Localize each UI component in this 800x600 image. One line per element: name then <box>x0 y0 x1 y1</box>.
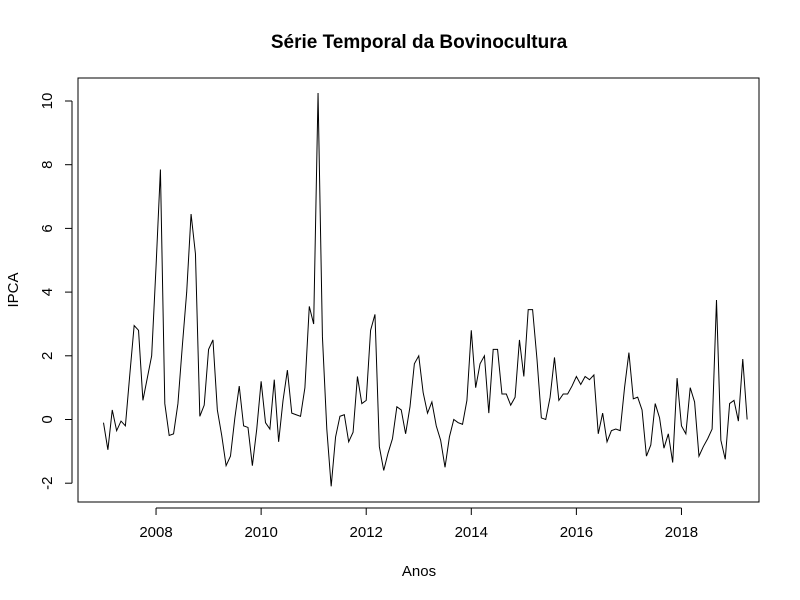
chart-title: Série Temporal da Bovinocultura <box>271 32 568 53</box>
y-tick-label: 4 <box>39 288 56 296</box>
x-axis: 2008 2010 2012 2014 2016 2018 <box>139 507 698 541</box>
x-axis-label: Anos <box>402 563 436 580</box>
x-tick-label: 2018 <box>665 524 698 541</box>
x-tick-label: 2012 <box>350 524 383 541</box>
plot-frame <box>77 77 760 503</box>
y-axis-label: IPCA <box>5 272 22 307</box>
x-tick-label: 2008 <box>139 524 172 541</box>
y-tick-label: 6 <box>39 224 56 232</box>
y-tick-label: 10 <box>39 93 56 110</box>
y-axis: -2 0 2 4 6 8 10 <box>39 93 73 490</box>
series-line <box>103 93 748 487</box>
x-tick-label: 2014 <box>455 524 488 541</box>
y-tick-label: -2 <box>39 477 56 490</box>
x-tick-label: 2016 <box>560 524 593 541</box>
y-tick-label: 8 <box>39 161 56 169</box>
x-tick-label: 2010 <box>244 524 277 541</box>
y-tick-label: 2 <box>39 352 56 360</box>
y-tick-label: 0 <box>39 415 56 423</box>
